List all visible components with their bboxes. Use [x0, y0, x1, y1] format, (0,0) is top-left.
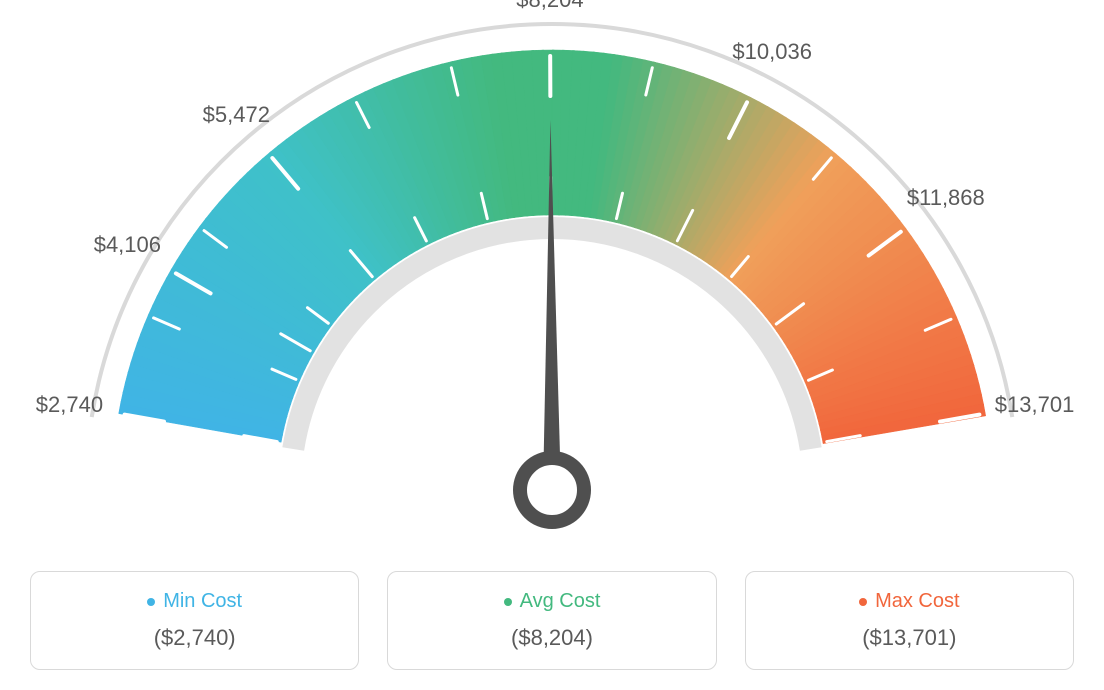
min-cost-label: Min Cost [163, 590, 242, 613]
cost-gauge: $2,740 $4,106 $5,472 $8,204 $10,036 $11,868 $1… [0, 0, 1104, 560]
gauge-tick-label: $13,701 [995, 392, 1075, 418]
max-cost-label: Max Cost [875, 590, 959, 613]
avg-dot-icon [504, 598, 512, 606]
gauge-tick-label: $4,106 [94, 232, 161, 258]
avg-cost-value: ($8,204) [398, 625, 705, 651]
gauge-tick-label: $10,036 [732, 39, 812, 65]
gauge-tick-label: $11,868 [907, 185, 985, 211]
gauge-tick-label: $5,472 [203, 102, 270, 128]
min-dot-icon [147, 598, 155, 606]
avg-cost-label: Avg Cost [520, 590, 601, 613]
max-cost-card: Max Cost ($13,701) [745, 571, 1074, 670]
gauge-tick-label: $2,740 [36, 392, 103, 418]
max-dot-icon [859, 598, 867, 606]
min-cost-card: Min Cost ($2,740) [30, 571, 359, 670]
max-cost-value: ($13,701) [756, 625, 1063, 651]
gauge-svg [0, 0, 1104, 560]
min-cost-title: Min Cost [147, 590, 242, 613]
max-cost-title: Max Cost [859, 590, 959, 613]
avg-cost-title: Avg Cost [504, 590, 601, 613]
min-cost-value: ($2,740) [41, 625, 348, 651]
summary-cards: Min Cost ($2,740) Avg Cost ($8,204) Max … [30, 571, 1074, 670]
avg-cost-card: Avg Cost ($8,204) [387, 571, 716, 670]
gauge-tick-label: $8,204 [516, 0, 583, 13]
